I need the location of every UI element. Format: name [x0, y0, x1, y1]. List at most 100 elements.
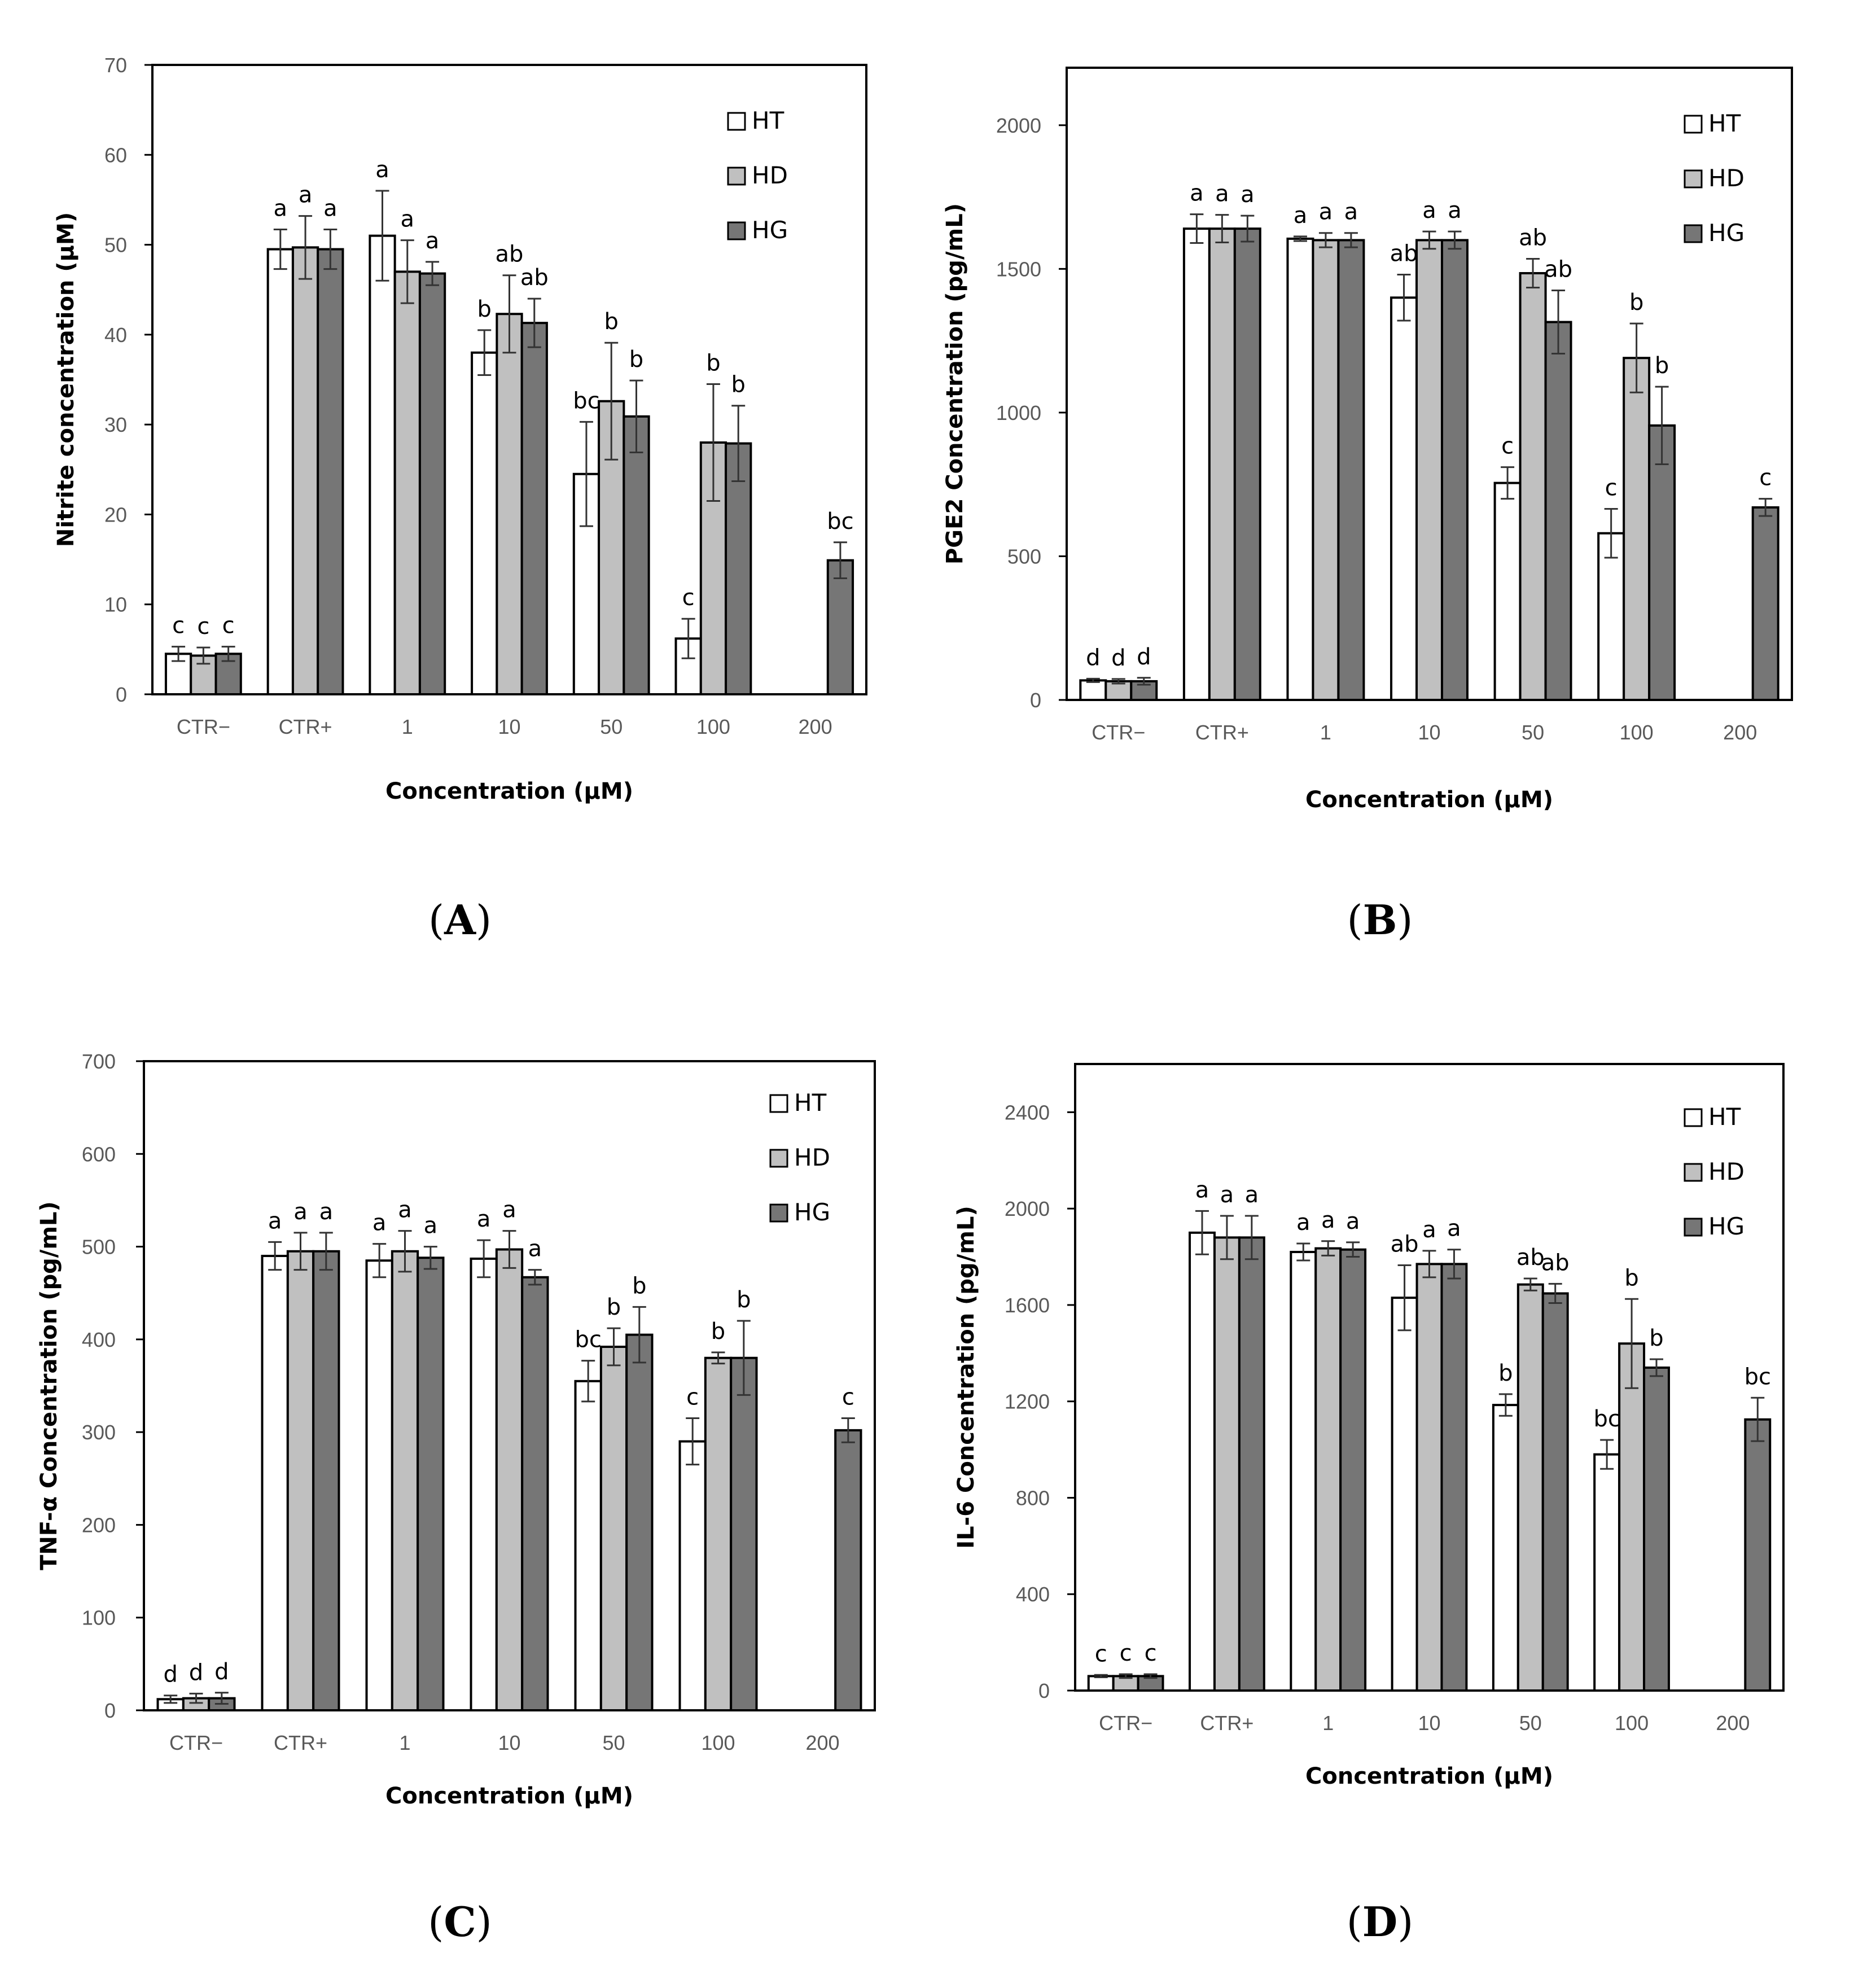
y-axis-title: PGE2 Concentration (pg/mL): [942, 203, 968, 564]
x-tick-label: 1: [402, 715, 413, 738]
legend-swatch-hd: [727, 167, 746, 186]
bar-ht: [369, 234, 396, 695]
x-tick-label: 10: [498, 1731, 520, 1754]
panel-label-open: (: [1347, 1898, 1362, 1946]
bar-hd: [393, 270, 421, 696]
x-tick-label: CTR−: [177, 715, 230, 738]
bar-hg: [1440, 239, 1469, 702]
bar-hd: [1415, 239, 1443, 702]
significance-letter: a: [299, 182, 313, 208]
legend-label-hd: HD: [1708, 164, 1744, 192]
significance-letter: c: [682, 585, 695, 611]
significance-letter: b: [1649, 1325, 1663, 1351]
significance-letter: bc: [573, 388, 599, 414]
y-tick-label: 2000: [996, 114, 1041, 137]
x-tick-label: CTR−: [169, 1731, 223, 1754]
significance-letter: b: [1629, 290, 1643, 316]
significance-letter: c: [197, 614, 209, 640]
x-tick-label: 1: [1322, 1711, 1334, 1735]
bar-hg: [1643, 1366, 1670, 1692]
y-tick-label: 1600: [1005, 1294, 1050, 1317]
bar-hd: [1213, 1236, 1241, 1692]
bar-hd: [391, 1250, 419, 1711]
significance-letter: b: [607, 1294, 621, 1320]
legend-label-hd: HD: [794, 1144, 830, 1171]
significance-letter: a: [401, 207, 415, 233]
significance-letter: c: [222, 613, 235, 639]
bar-hg: [1233, 227, 1261, 702]
significance-letter: a: [1319, 199, 1333, 225]
y-tick-label: 500: [1007, 545, 1041, 568]
significance-letter: a: [424, 1213, 438, 1239]
y-tick-label: 1000: [996, 401, 1041, 424]
y-tick-label: 0: [104, 1699, 116, 1722]
y-tick-label: 600: [82, 1142, 116, 1166]
significance-letter: b: [604, 309, 619, 335]
y-tick-label: 2000: [1005, 1197, 1050, 1220]
legend: HT HD HG: [1684, 1103, 1744, 1240]
legend-label-hd: HD: [1708, 1158, 1744, 1185]
bar-hg: [725, 442, 752, 695]
bar-hd: [1618, 1342, 1646, 1692]
bar-ht: [1492, 1404, 1519, 1692]
y-tick-label: 200: [82, 1513, 116, 1536]
significance-letter: c: [1501, 434, 1514, 459]
significance-letter: a: [1190, 181, 1204, 207]
y-tick-label: 400: [1016, 1583, 1050, 1606]
y-tick-label: 400: [82, 1328, 116, 1351]
legend-swatch-ht: [769, 1094, 788, 1113]
significance-letter: a: [1296, 1210, 1310, 1236]
bar-hd: [496, 313, 523, 695]
significance-letter: b: [632, 1273, 646, 1299]
x-tick-label: CTR−: [1099, 1711, 1152, 1735]
significance-letter: a: [319, 1199, 334, 1225]
significance-letter: d: [1137, 644, 1151, 670]
x-tick-label: 200: [1723, 721, 1757, 744]
significance-letter: a: [1422, 1217, 1436, 1243]
significance-letter: a: [1294, 203, 1308, 229]
significance-letter: c: [1095, 1641, 1107, 1667]
y-tick-label: 10: [104, 593, 127, 616]
significance-letter: a: [274, 195, 288, 221]
bar-hg: [1544, 321, 1572, 701]
y-tick-label: 50: [104, 234, 127, 257]
significance-letter: bc: [1744, 1364, 1771, 1390]
legend-label-hg: HG: [1708, 219, 1744, 247]
x-tick-label: 10: [1418, 1711, 1440, 1735]
bar-hg: [730, 1356, 758, 1712]
x-tick-label: 50: [1519, 1711, 1542, 1735]
significance-letter: a: [1344, 199, 1358, 225]
bar-hd: [599, 1346, 628, 1711]
bar-hg: [1339, 1248, 1367, 1692]
significance-letter: ab: [1519, 225, 1547, 251]
significance-letter: b: [737, 1287, 751, 1313]
bar-hg: [1744, 1418, 1772, 1692]
x-tick-label: 10: [1418, 721, 1440, 744]
legend-label-ht: HT: [752, 107, 784, 134]
bar-hg: [418, 272, 446, 695]
bar-hg: [1337, 239, 1365, 702]
legend-label-ht: HT: [1708, 1103, 1741, 1131]
y-tick-label: 100: [82, 1606, 116, 1630]
significance-letter: a: [426, 228, 440, 254]
significance-letter: c: [686, 1385, 699, 1411]
panel-label-close: ): [476, 1898, 492, 1946]
bar-hg: [417, 1256, 445, 1711]
legend-label-ht: HT: [794, 1089, 827, 1117]
legend-label-hg: HG: [1708, 1212, 1744, 1240]
legend-swatch-hd: [1684, 1163, 1703, 1182]
y-tick-label: 700: [82, 1050, 116, 1073]
significance-letter: c: [1759, 465, 1772, 491]
significance-letter: bc: [1593, 1406, 1620, 1432]
significance-letter: d: [163, 1662, 177, 1688]
significance-letter: d: [214, 1659, 229, 1685]
significance-letter: b: [731, 372, 746, 398]
x-tick-label: 200: [805, 1731, 839, 1754]
legend-swatch-hg: [769, 1203, 788, 1223]
legend-swatch-hg: [1684, 224, 1703, 243]
significance-letter: d: [1086, 645, 1100, 671]
significance-letter: a: [1241, 182, 1255, 208]
bar-hd: [1623, 357, 1651, 701]
